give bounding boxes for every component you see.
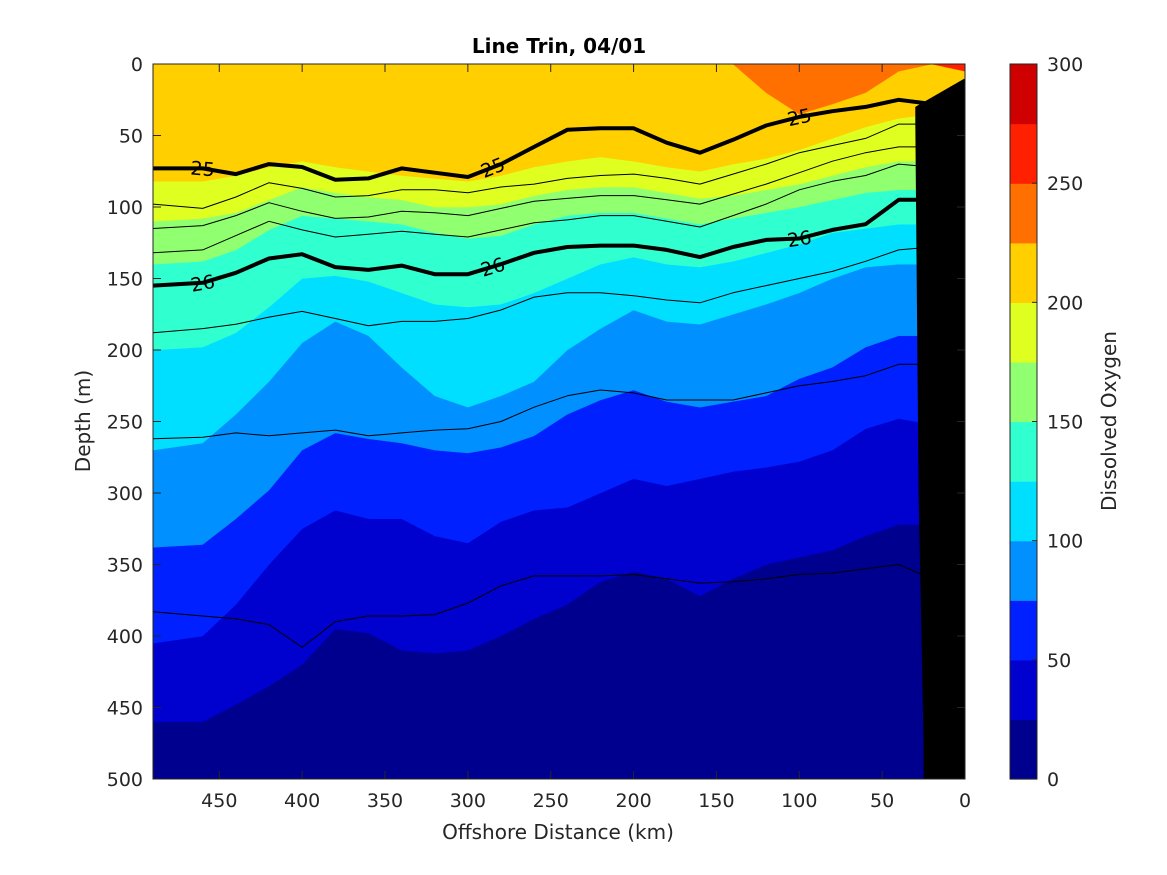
density-contour-label: 25 [190,157,216,181]
colorbar-swatch-275-300 [1010,64,1037,125]
colorbar-swatch-0-25 [1010,719,1037,780]
colorbar-tick-label: 300 [1047,54,1083,76]
x-tick-label: 350 [367,790,403,812]
y-tick-label: 250 [107,412,143,434]
x-axis-label: Offshore Distance (km) [442,820,674,844]
density-contour-26 [153,197,965,288]
colorbar-swatch-150-175 [1010,361,1037,423]
density-contour-thin [153,123,965,209]
colorbar-tick-label: 150 [1047,412,1083,434]
x-tick-label: 450 [201,790,237,812]
density-contour-thin [153,246,965,334]
colorbar-swatch-50-75 [1010,600,1037,661]
density-contour-thin [153,363,965,440]
seafloor [915,78,965,779]
density-contour-thin [153,564,965,648]
colorbar-swatch-250-275 [1010,123,1037,184]
density-contour-label: 26 [189,271,217,297]
colorbar-swatch-175-200 [1010,302,1037,363]
colorbar-swatch-125-150 [1010,421,1037,482]
y-tick-label: 200 [107,340,143,362]
seafloor-layer [915,78,965,779]
density-contour-label-group: 26 [786,227,813,252]
colorbar: 0 50 100 150 200 250 300 [1009,54,1083,791]
colorbar-swatch-25-50 [1010,659,1037,720]
y-tick-label: 500 [107,769,143,791]
density-contour-thin [153,146,965,229]
oxygen-band-225-250 [153,64,965,115]
y-axis: 0 50 100 150 200 250 300 350 400 450 500 [107,54,965,791]
x-axis: 450 400 350 300 250 200 150 100 50 0 [201,64,971,812]
x-tick-label: 250 [533,790,569,812]
colorbar-swatch-100-125 [1010,481,1037,542]
colorbar-tick-label: 0 [1047,769,1059,791]
colorbar-tick-label: 200 [1047,292,1083,314]
x-tick-label: 100 [781,790,817,812]
y-tick-label: 450 [107,698,143,720]
x-tick-label: 0 [959,790,971,812]
density-contour-label-group: 25 [190,157,216,181]
y-tick-label: 0 [131,54,143,76]
x-tick-label: 150 [698,790,734,812]
colorbar-tick-label: 250 [1047,173,1083,195]
oxygen-fill-layer [153,64,965,779]
density-contour-thin [153,163,965,254]
colorbar-tick-label: 100 [1047,531,1083,553]
y-axis-label: Depth (m) [71,370,95,472]
colorbar-swatch-225-250 [1010,183,1037,244]
density-contour-label: 25 [785,105,813,132]
colorbar-swatch-200-225 [1010,242,1037,303]
x-tick-label: 200 [615,790,651,812]
y-tick-label: 400 [107,626,143,648]
y-tick-label: 350 [107,555,143,577]
plot-area [153,64,965,779]
y-tick-label: 150 [107,269,143,291]
y-tick-label: 50 [119,126,143,148]
density-contour-layer [153,97,965,648]
x-tick-label: 50 [870,790,894,812]
colorbar-label: Dissolved Oxygen [1097,331,1121,511]
colorbar-tick-label: 50 [1047,650,1071,672]
density-contour-label: 26 [786,227,813,252]
x-tick-label: 300 [450,790,486,812]
density-contour-label-group: 25 [785,105,813,132]
density-contour-label-group: 26 [189,271,217,297]
colorbar-swatch-75-100 [1010,540,1037,601]
chart-title: Line Trin, 04/01 [472,34,646,58]
y-tick-label: 100 [107,197,143,219]
y-tick-label: 300 [107,483,143,505]
density-contour-25 [153,97,965,182]
x-tick-label: 400 [284,790,320,812]
